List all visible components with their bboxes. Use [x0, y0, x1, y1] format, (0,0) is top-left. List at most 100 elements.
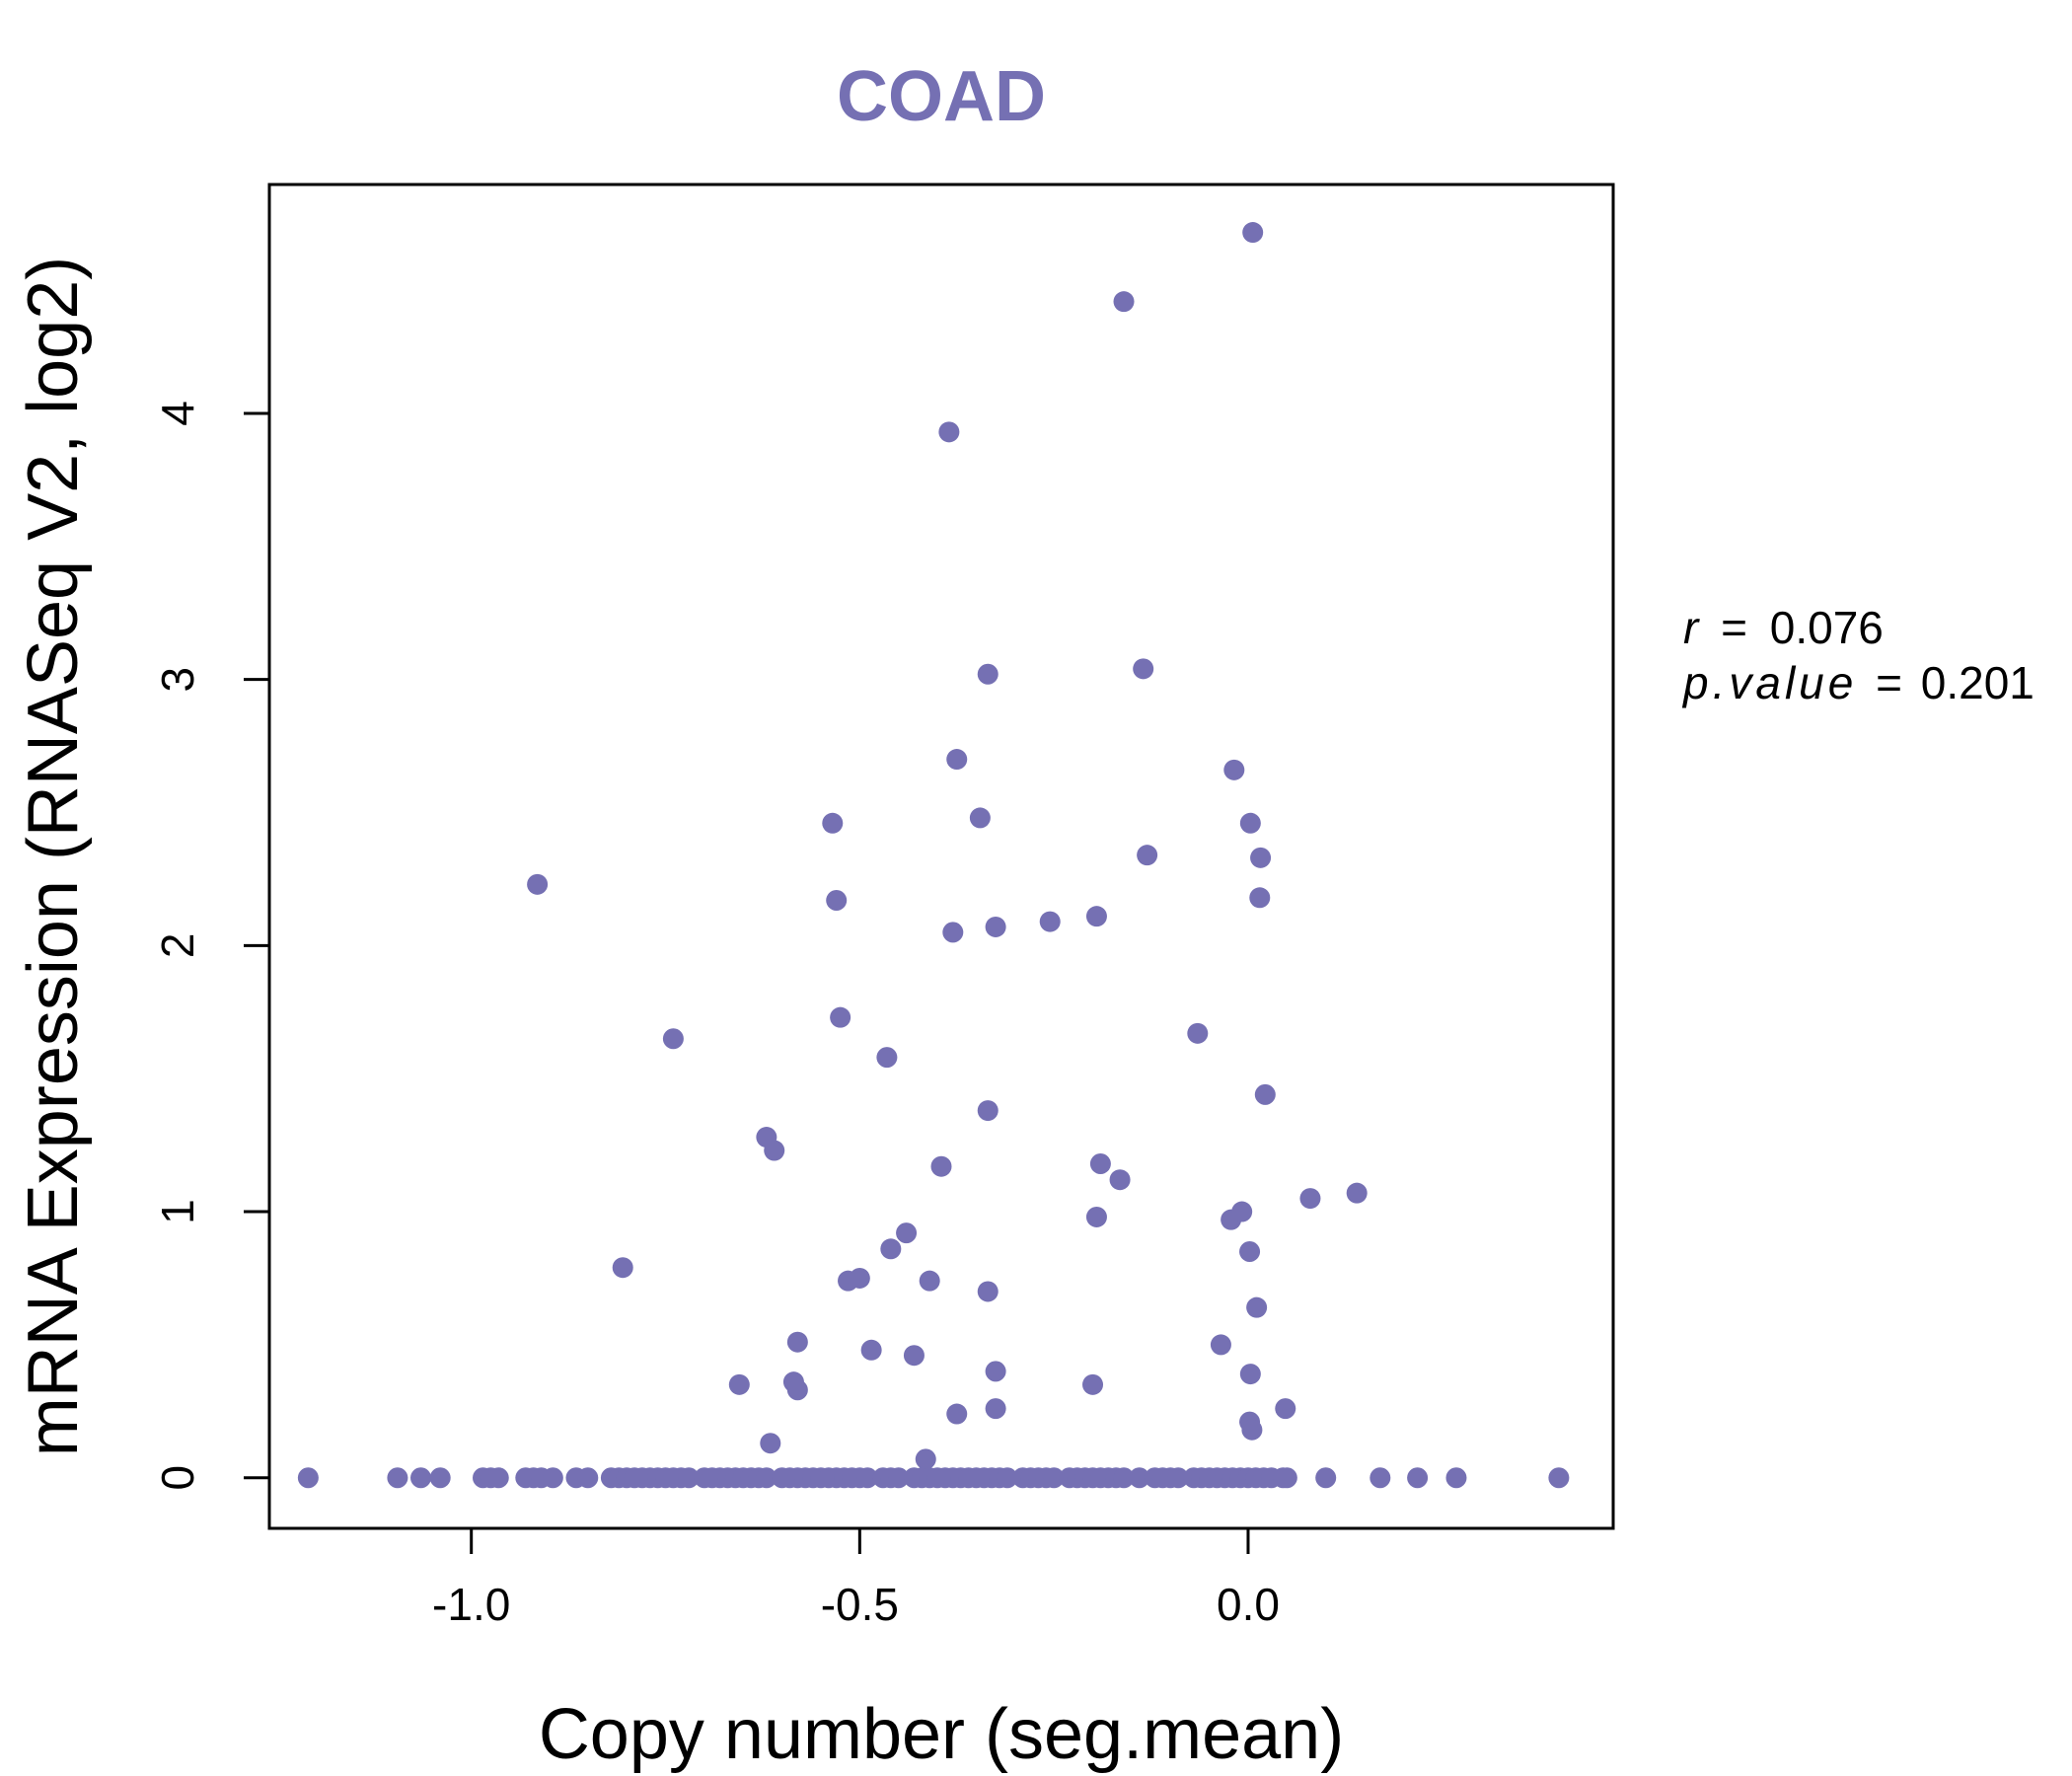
data-point — [410, 1467, 432, 1489]
data-point — [946, 749, 968, 771]
data-point — [822, 812, 844, 834]
data-point — [487, 1467, 509, 1489]
data-point — [1249, 887, 1271, 909]
data-point — [1299, 1188, 1321, 1210]
plot-frame — [267, 183, 1615, 1530]
data-point — [1239, 1364, 1261, 1385]
data-point — [888, 1467, 910, 1489]
data-point — [1109, 1169, 1131, 1191]
data-point — [1137, 845, 1158, 866]
chart-title: COAD — [837, 57, 1046, 136]
data-point — [977, 1281, 999, 1302]
x-tick-label: -1.0 — [432, 1579, 510, 1630]
data-point — [1082, 1373, 1104, 1395]
data-point — [1315, 1467, 1337, 1489]
data-point — [997, 1467, 1018, 1489]
p-value: 0.201 — [1921, 657, 2035, 708]
data-point — [1250, 847, 1272, 868]
data-point — [915, 1448, 936, 1470]
data-point — [678, 1467, 700, 1489]
data-point — [764, 1140, 785, 1161]
p-eq: = — [1876, 657, 1902, 708]
x-axis: -1.0 -0.5 0.0 — [432, 1526, 1280, 1630]
data-point — [1241, 1419, 1263, 1441]
data-point — [542, 1467, 563, 1489]
data-point — [1129, 1467, 1150, 1489]
y-axis: 0 1 2 3 4 — [152, 401, 271, 1491]
data-point — [977, 1100, 999, 1122]
data-point — [856, 1467, 878, 1489]
data-point — [1187, 1022, 1209, 1044]
data-point — [728, 1373, 750, 1395]
data-point — [1246, 1296, 1268, 1318]
y-axis-label: mRNA Expression (RNASeq V2, log2) — [14, 257, 93, 1456]
data-point — [1276, 1467, 1297, 1489]
data-point — [756, 1467, 777, 1489]
data-point — [760, 1433, 781, 1454]
y-tick-label: 0 — [152, 1465, 203, 1491]
data-point — [1085, 906, 1107, 927]
data-point — [612, 1257, 633, 1279]
y-tick-label: 1 — [152, 1199, 203, 1224]
correlation-annotation: r = 0.076 — [1683, 602, 1884, 653]
y-tick-label: 2 — [152, 933, 203, 959]
data-point — [429, 1467, 451, 1489]
data-point — [930, 1155, 952, 1177]
data-point — [577, 1467, 599, 1489]
data-point — [1239, 812, 1261, 834]
data-point — [876, 1047, 898, 1069]
data-point — [1039, 911, 1061, 932]
data-point — [527, 873, 549, 895]
data-point — [1113, 291, 1135, 313]
r-label: r — [1683, 602, 1700, 653]
data-point — [977, 663, 999, 685]
data-point — [969, 807, 991, 829]
data-point — [1210, 1334, 1231, 1356]
data-point — [1548, 1467, 1570, 1489]
data-point — [985, 1398, 1006, 1420]
data-point — [903, 1345, 925, 1367]
data-point — [1223, 759, 1245, 780]
data-point — [1407, 1467, 1429, 1489]
r-value: 0.076 — [1770, 602, 1884, 653]
pvalue-annotation: p.value = 0.201 — [1681, 657, 2035, 708]
data-point — [1231, 1201, 1253, 1222]
data-point — [1275, 1398, 1296, 1420]
data-point — [1133, 658, 1154, 680]
data-point — [1369, 1467, 1391, 1489]
data-point — [1254, 1083, 1276, 1105]
data-point — [786, 1331, 808, 1353]
data-point — [860, 1339, 882, 1361]
r-eq: = — [1721, 602, 1747, 653]
data-point — [1346, 1182, 1368, 1204]
data-point — [387, 1467, 408, 1489]
data-point — [1167, 1467, 1189, 1489]
data-point — [1085, 1206, 1107, 1227]
data-point — [1239, 1241, 1261, 1263]
data-point — [880, 1238, 902, 1260]
data-point — [919, 1270, 940, 1292]
x-axis-label: Copy number (seg.mean) — [539, 1695, 1344, 1774]
data-point — [985, 916, 1006, 937]
y-tick-label: 4 — [152, 401, 203, 426]
data-point — [1113, 1467, 1135, 1489]
data-point — [1445, 1467, 1467, 1489]
y-tick-label: 3 — [152, 667, 203, 693]
data-point — [849, 1267, 870, 1289]
data-point — [1089, 1153, 1111, 1175]
data-point — [985, 1361, 1006, 1382]
data-points — [297, 222, 1570, 1489]
data-point — [662, 1028, 684, 1050]
data-point — [1242, 222, 1264, 244]
data-point — [297, 1467, 319, 1489]
x-tick-label: 0.0 — [1217, 1579, 1280, 1630]
data-point — [938, 421, 960, 443]
p-label: p.value — [1681, 657, 1857, 708]
data-point — [830, 1006, 851, 1028]
data-point — [896, 1222, 918, 1244]
x-tick-label: -0.5 — [821, 1579, 899, 1630]
data-point — [826, 890, 848, 912]
data-point — [942, 922, 964, 943]
data-point — [786, 1379, 808, 1401]
